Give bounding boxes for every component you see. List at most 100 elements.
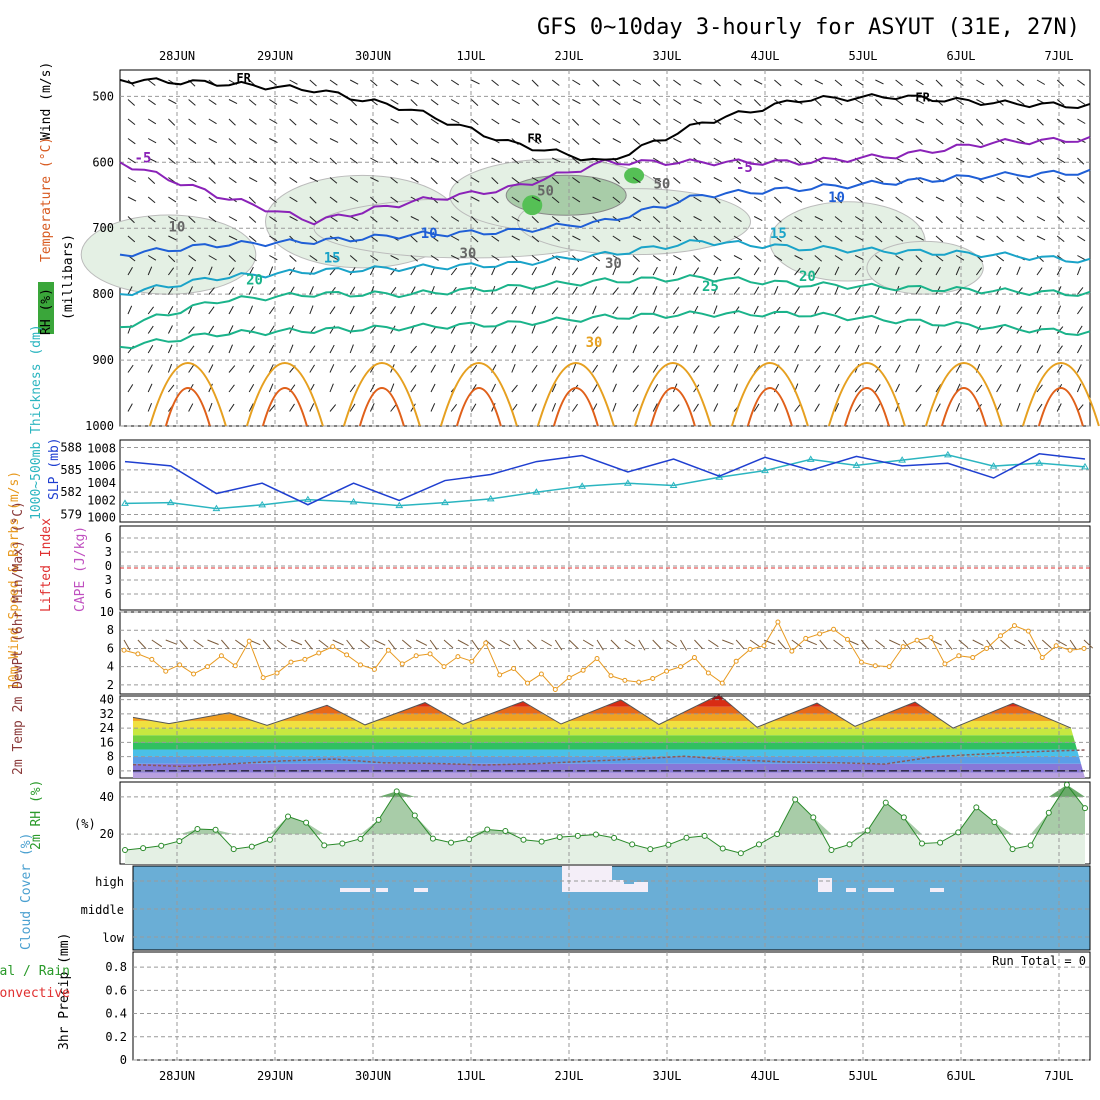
wind-barb: [955, 79, 964, 86]
wind-barb: [753, 286, 760, 295]
wind10-barb: [193, 639, 204, 648]
wind-barb: [410, 267, 416, 276]
wind-barb: [915, 235, 924, 241]
isotherm-35C: [552, 387, 599, 427]
wind-barb: [693, 79, 702, 85]
wind-barb: [370, 177, 379, 182]
wind-barb: [895, 306, 902, 315]
wind-barb: [632, 235, 642, 241]
wind-barb: [1077, 157, 1085, 165]
wind10-point: [1067, 647, 1073, 653]
thickness-label: 1000~500mb Thickness (dm): [29, 324, 44, 520]
wind-barb: [289, 255, 297, 262]
wind-barb: [693, 344, 698, 354]
cloud-gap: [376, 888, 388, 892]
wind-barb: [915, 79, 924, 86]
wind-barb: [1056, 235, 1065, 243]
wind-barb: [511, 157, 520, 165]
wind10-barb: [958, 639, 969, 649]
wind-barb: [127, 235, 136, 243]
wind10-barb: [777, 639, 787, 650]
wind-barb: [147, 99, 156, 106]
wind-barb: [551, 402, 557, 412]
wind-barb: [309, 99, 318, 106]
wind-barb: [834, 235, 843, 242]
wind-barb: [592, 196, 601, 202]
wind-barb: [713, 235, 722, 242]
pressure-tick-label: 500: [92, 89, 114, 103]
wind-barb: [854, 404, 862, 412]
wind-barb: [349, 305, 355, 315]
wind-barb: [289, 138, 297, 145]
wind-barb: [471, 99, 479, 107]
temp-band: [133, 772, 1085, 778]
wind10-point: [177, 662, 183, 668]
wind-barb: [935, 235, 944, 243]
wind-barb: [854, 216, 864, 222]
wind-barb: [753, 196, 763, 202]
wind-barb: [834, 403, 840, 412]
rh-point: [592, 831, 599, 838]
rh-line: [124, 783, 1086, 854]
wind10-barb: [874, 639, 886, 648]
wind10-barb: [735, 639, 745, 650]
wind-barb: [370, 255, 379, 261]
wind-barb: [693, 177, 702, 183]
wind-barb: [1016, 402, 1021, 412]
wind10-barb: [610, 639, 620, 649]
wind-barb: [773, 345, 780, 354]
wind-barb: [248, 177, 258, 183]
rh-point: [158, 842, 165, 849]
wind10-point: [163, 668, 169, 674]
wind-barb: [228, 177, 237, 184]
wind-barb: [854, 118, 864, 124]
wind10-barb: [694, 639, 703, 650]
wind10-barb: [151, 639, 163, 648]
rh-point: [611, 834, 618, 841]
wind-barb: [147, 157, 157, 163]
wind-barb: [450, 267, 458, 276]
wind-barb: [673, 216, 682, 223]
wind-barb: [269, 118, 278, 124]
wind-barb: [289, 403, 295, 412]
wind-barb: [531, 364, 538, 373]
wind-barb: [1077, 235, 1086, 242]
isotherm-30C: [245, 362, 324, 427]
wind-barb: [248, 196, 256, 204]
wind-barb: [491, 118, 500, 125]
wind-barb: [269, 138, 278, 144]
slp-tick-label: 1000: [87, 511, 116, 525]
wind-barb: [895, 345, 901, 354]
wind-barb: [774, 79, 782, 87]
lifted-index-tick-label: 6: [105, 587, 112, 601]
wind-barb: [470, 403, 477, 412]
wind-barb: [511, 79, 520, 86]
wind-barb: [471, 196, 480, 202]
wind-barb: [814, 365, 821, 373]
temp-band: [133, 713, 1085, 721]
wind-barb: [329, 99, 338, 105]
total-rain-label: Total / Rain: [0, 964, 70, 979]
wind-barb: [955, 345, 962, 354]
wind-barb: [753, 99, 761, 107]
wind-barb: [491, 216, 499, 223]
wind-barb: [410, 99, 418, 107]
wind10-barb: [1014, 639, 1026, 647]
wind-barb: [268, 325, 275, 334]
wind-barb: [309, 305, 314, 315]
wind-barb: [592, 286, 597, 295]
wind-barb: [1036, 79, 1046, 85]
wind10-barb: [415, 639, 428, 646]
wind-barb: [935, 324, 940, 334]
temperature-label: Temperature (°C): [39, 137, 54, 262]
wind-barb: [551, 287, 559, 295]
wind-barb: [834, 99, 843, 106]
wind-barb: [511, 363, 516, 373]
wind-barb: [309, 118, 318, 125]
wind-barb: [470, 324, 476, 334]
wind-barb: [188, 266, 194, 276]
isotherm-35C: [1037, 387, 1084, 427]
wind-barb: [188, 118, 196, 125]
wind-barb: [188, 177, 197, 183]
wind-barb: [390, 306, 396, 315]
